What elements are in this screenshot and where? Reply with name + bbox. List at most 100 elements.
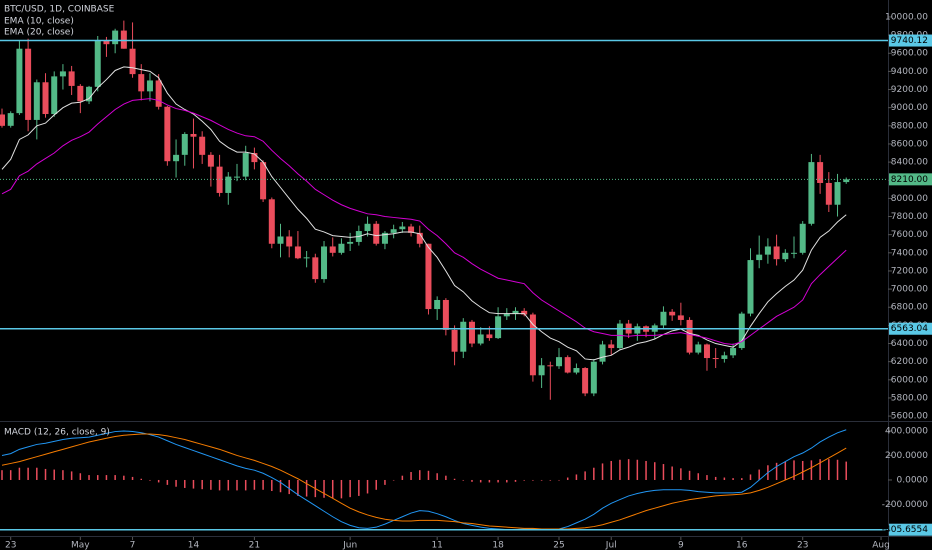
candle-body <box>338 243 345 253</box>
candle-body <box>0 114 6 126</box>
last-price-line-label-box <box>889 173 932 186</box>
histogram-bar <box>741 478 743 480</box>
candle-body <box>155 80 162 107</box>
histogram-bar <box>749 474 752 480</box>
candle-body <box>799 223 806 253</box>
candle-body <box>521 310 528 315</box>
y-tick-label: 8600.00 <box>891 139 928 149</box>
candle-body <box>834 182 841 205</box>
x-tick-label: 7 <box>130 541 136 550</box>
histogram-bar <box>157 479 160 483</box>
series-line <box>1 433 847 530</box>
candle-body <box>59 71 66 77</box>
candle-body <box>16 48 23 114</box>
histogram-bar <box>140 478 143 480</box>
candle-body <box>564 357 571 373</box>
histogram-bar <box>627 459 630 480</box>
candle-body <box>329 246 336 253</box>
candle-body <box>573 368 580 373</box>
candle-body <box>512 310 519 314</box>
candle-body <box>843 179 850 183</box>
histogram-bar <box>566 477 569 480</box>
x-tick-label: Aug <box>872 541 890 550</box>
y-tick-label: 7000.00 <box>891 285 928 295</box>
histogram-bar <box>401 475 404 480</box>
x-tick-label: 25 <box>553 541 564 550</box>
series-line <box>1 66 847 361</box>
candle-body <box>660 311 667 326</box>
histogram-bar <box>218 479 221 491</box>
histogram-bar <box>88 475 90 480</box>
candle-body <box>381 232 388 244</box>
candle-body <box>399 226 406 230</box>
y-tick-label: 400.0000 <box>885 426 928 436</box>
level-line-label: 6563.04 <box>891 324 928 334</box>
x-tick-label: 14 <box>188 541 200 550</box>
histogram-bar <box>114 475 116 480</box>
candle-body <box>669 311 676 316</box>
y-tick-label: 8800.00 <box>891 121 928 131</box>
candle-body <box>677 315 684 320</box>
candle-body <box>416 232 423 244</box>
candle-body <box>590 361 597 394</box>
candle-body <box>686 319 693 353</box>
histogram-bar <box>358 479 360 496</box>
histogram-bar <box>271 479 273 492</box>
candle-body <box>242 153 249 177</box>
candle-body <box>460 321 467 352</box>
histogram-bar <box>244 479 247 491</box>
candle-body <box>547 365 554 367</box>
histogram-bar <box>828 459 830 480</box>
histogram-bar <box>645 460 647 480</box>
candle-body <box>190 133 197 137</box>
histogram-bar <box>619 459 621 480</box>
histogram-bar <box>584 471 586 480</box>
candle-body <box>7 113 14 126</box>
histogram-bar <box>523 479 525 481</box>
candle-body <box>634 326 641 334</box>
histogram-bar <box>262 479 264 490</box>
candle-body <box>33 82 40 120</box>
histogram-bar <box>53 469 55 480</box>
histogram-bar <box>697 473 700 480</box>
histogram-bar <box>410 472 412 480</box>
histogram-bar <box>462 479 465 481</box>
x-tick-label: 9 <box>678 541 684 550</box>
histogram-bar <box>540 479 543 481</box>
candle-body <box>277 236 284 244</box>
histogram-bar <box>775 462 778 480</box>
candle-body <box>817 162 824 183</box>
histogram-bar <box>184 479 186 488</box>
candle-body <box>442 299 449 330</box>
y-tick-label: 6000.00 <box>891 375 928 385</box>
x-tick-label: 11 <box>431 541 442 550</box>
candle-body <box>529 314 536 376</box>
series-line <box>1 429 847 531</box>
histogram-bar <box>479 479 482 483</box>
candle-body <box>94 40 101 87</box>
candle-body <box>808 162 815 224</box>
histogram-bar <box>819 459 821 480</box>
candle-body <box>434 299 441 310</box>
histogram-bar <box>192 479 195 489</box>
histogram-bar <box>18 467 21 480</box>
histogram-bar <box>79 473 82 480</box>
candle-body <box>825 182 832 205</box>
y-tick-label: 7200.00 <box>891 266 928 276</box>
candle-body <box>68 71 75 86</box>
histogram-bar <box>732 478 734 480</box>
histogram-bar <box>392 479 395 481</box>
candle-body <box>425 243 432 310</box>
y-tick-label: -200.0000 <box>882 500 928 510</box>
level-line-label-box <box>889 523 932 536</box>
candle-body <box>173 154 180 162</box>
legend-entry: EMA (20, close) <box>4 28 74 38</box>
histogram-bar <box>331 479 334 499</box>
histogram-bar <box>714 476 717 480</box>
pane-title: MACD (12, 26, close, 9) <box>4 428 110 438</box>
candle-body <box>503 313 510 317</box>
candle-body <box>756 254 763 261</box>
candle-body <box>138 74 145 92</box>
